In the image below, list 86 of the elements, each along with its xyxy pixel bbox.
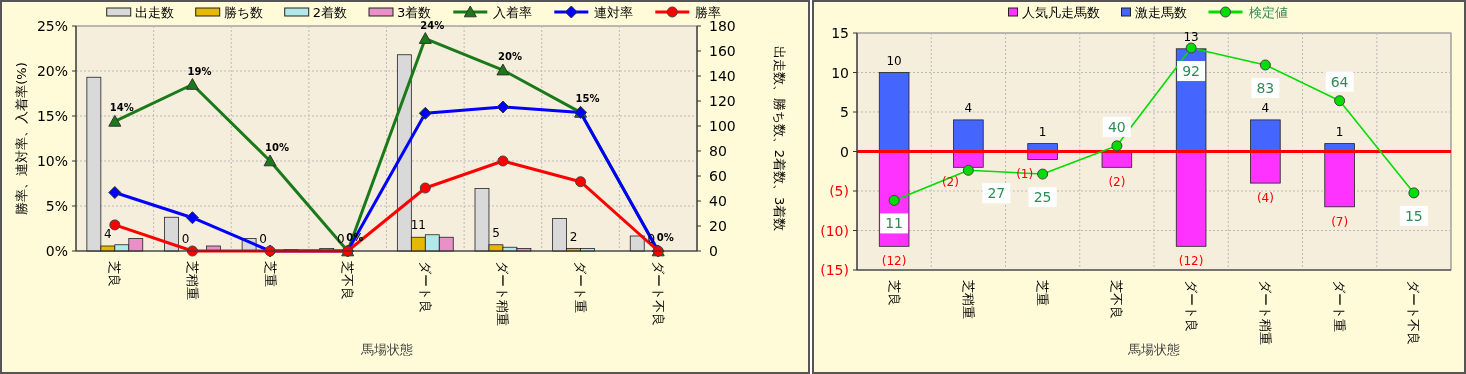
x-tick-label: 芝不良 [1109,280,1125,319]
data-label: (2) [941,175,959,190]
data-label: 1 [1038,124,1047,139]
data-label: (12) [1178,254,1204,269]
x-tick-label: 芝稍重 [960,280,976,319]
x-tick-label: ダート良 [417,261,433,313]
y-tick-label: 15 [831,25,849,41]
x-tick-label: 芝稍重 [184,261,200,300]
data-label: 11 [885,215,904,232]
data-label: 27 [987,185,1006,202]
x-tick-label: 芝重 [1035,280,1051,306]
data-label: 10% [265,142,290,153]
y2-tick-label: 80 [709,143,727,159]
legend-label: 入着率 [493,5,533,20]
y2-tick-label: 180 [709,18,736,34]
data-label: 4 [104,227,112,241]
data-label: 64 [1330,73,1349,90]
data-label: (2) [1108,175,1126,190]
y-tick-label: 0 [840,143,849,160]
x-tick-label: 芝重 [262,261,278,287]
y-tick-label: 5% [45,198,68,214]
y-tick-label: 15% [36,108,68,124]
data-label: 14% [109,102,134,114]
legend-label: 2着数 [312,5,347,20]
y-axis-title: 勝率、連対率、入着率(%) [14,62,29,215]
data-label: 83 [1256,79,1275,96]
legend-label: 激走馬数 [1134,5,1187,20]
x-tick-label: ダート不良 [1406,280,1422,345]
y2-tick-label: 100 [709,118,736,134]
y-tick-label: (5) [829,183,849,199]
legend-label: 出走数 [134,5,174,20]
y-tick-label: (15) [820,262,849,278]
data-label: (7) [1331,214,1349,229]
y2-tick-label: 20 [709,218,727,234]
x-tick-label: ダート稍重 [1257,280,1273,345]
x-tick-label: ダート不良 [650,261,666,326]
y2-axis-title: 出走数、勝ち数、2着数、3着数 [772,45,787,232]
x-tick-label: 芝不良 [340,261,356,300]
legend-label: 連対率 [594,5,634,20]
data-label: 15% [575,93,600,105]
data-label: (4) [1256,191,1274,206]
x-tick-label: ダート良 [1183,280,1199,332]
data-label: 20% [497,51,522,63]
data-label: 15 [1404,207,1423,224]
y-tick-label: (10) [820,222,849,239]
legend-label: 人気凡走馬数 [1021,5,1100,20]
data-label: 1 [1335,124,1344,139]
data-label: 19% [187,65,212,77]
x-tick-label: ダート稍重 [495,261,511,326]
y2-tick-label: 160 [709,43,736,59]
legend-label: 勝ち数 [223,5,263,20]
y2-tick-label: 140 [709,68,736,84]
y-tick-label: 25% [36,18,68,34]
y2-tick-label: 40 [709,193,727,209]
y-tick-label: 10 [831,64,849,81]
data-label: 40 [1107,118,1126,135]
x-axis-title: 馬場状態 [1127,342,1180,357]
data-label: 2 [569,229,578,244]
y-tick-label: 10% [36,153,68,169]
data-label: 13 [1183,29,1199,44]
y-tick-label: 0% [45,243,68,259]
y2-tick-label: 120 [709,93,736,109]
data-label: 5 [492,225,500,240]
legend-label: 3着数 [397,5,432,20]
x-axis-title: 馬場状態 [359,342,413,357]
x-tick-label: 芝良 [107,261,123,287]
data-label: 24% [420,19,445,31]
data-label: 92 [1182,63,1201,80]
data-label: 0% [656,232,674,243]
data-label: 25 [1033,189,1052,206]
data-label: 4 [964,100,973,115]
data-label: 10 [886,53,902,68]
data-label: 0 [259,232,267,246]
y-tick-label: 20% [36,63,68,79]
x-tick-label: 芝良 [886,280,902,306]
y-tick-label: 5 [840,104,849,120]
legend-label: 検定値 [1248,5,1288,20]
x-tick-label: ダート重 [1332,280,1348,332]
y2-tick-label: 0 [709,243,718,259]
legend-label: 勝率 [695,5,722,20]
data-label: 4 [1261,100,1270,115]
x-tick-label: ダート重 [573,261,589,313]
data-label: 11 [410,218,426,233]
data-label: (12) [881,254,907,269]
data-label: 0 [181,232,190,246]
y2-tick-label: 60 [709,168,727,184]
